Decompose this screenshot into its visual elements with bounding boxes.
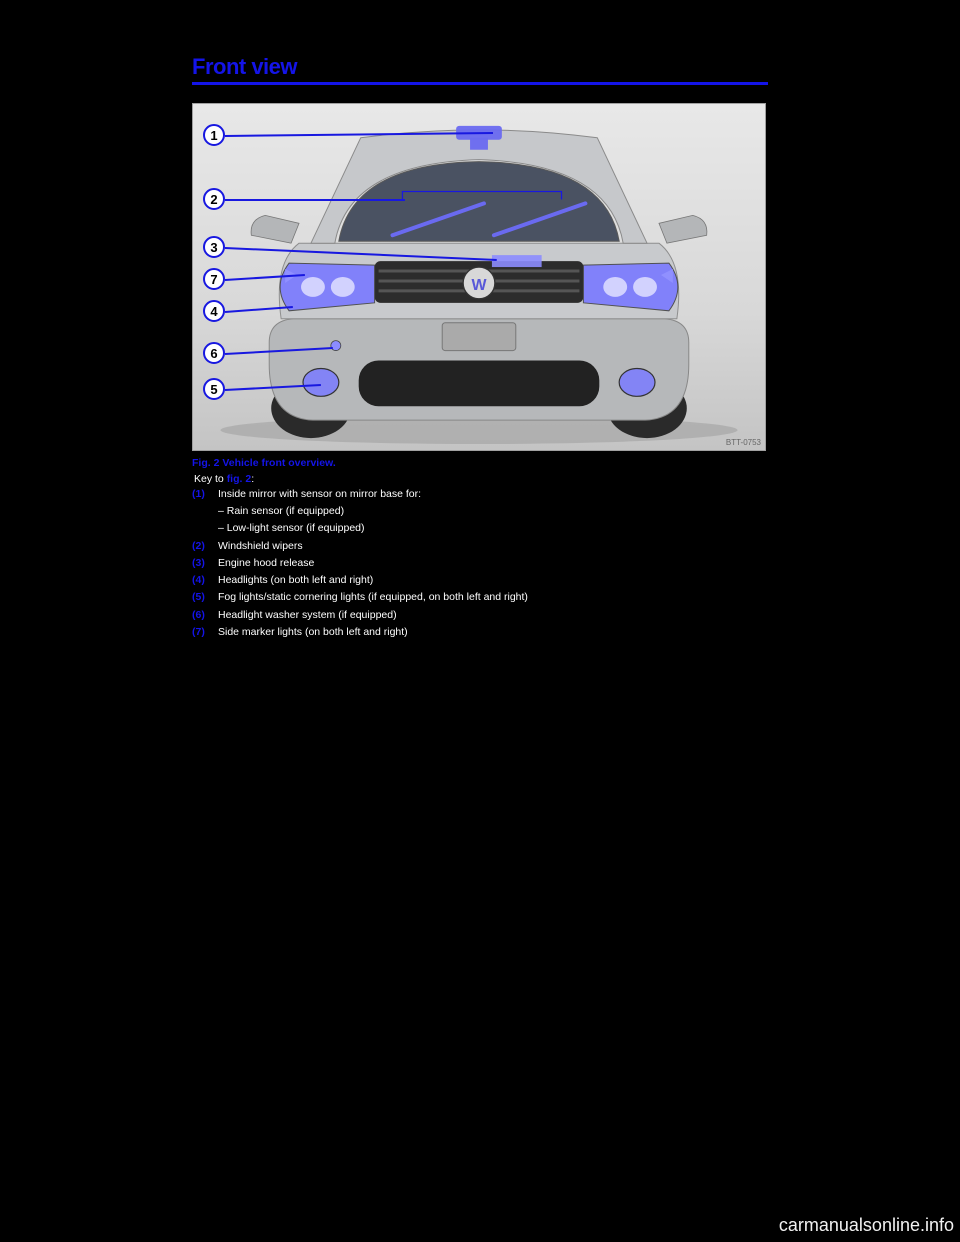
legend-item-text: Fog lights/static cornering lights (if e… — [218, 590, 528, 605]
legend-item-num: (3) — [192, 556, 218, 571]
legend-item: – Low-light sensor (if equipped) — [192, 521, 768, 536]
key-intro: Key to fig. 2: — [194, 473, 768, 485]
legend-item-text: – Low-light sensor (if equipped) — [218, 521, 365, 536]
page-title: Front view — [192, 54, 768, 80]
legend-item-text: – Rain sensor (if equipped) — [218, 504, 344, 519]
figure-caption: Fig. 2 Vehicle front overview. — [192, 457, 768, 469]
legend-item-text: Headlight washer system (if equipped) — [218, 608, 397, 623]
legend-item-num — [192, 504, 218, 519]
manual-page: Front view — [192, 54, 768, 640]
key-intro-pre: Key to — [194, 473, 227, 485]
legend-item: (4)Headlights (on both left and right) — [192, 573, 768, 588]
legend-item-num: (1) — [192, 487, 218, 502]
title-underline — [192, 82, 768, 85]
legend-list: (1)Inside mirror with sensor on mirror b… — [192, 487, 768, 640]
legend-item: (3)Engine hood release — [192, 556, 768, 571]
callout-3: 3 — [203, 236, 225, 258]
svg-text:W: W — [472, 277, 487, 294]
callout-4: 4 — [203, 300, 225, 322]
legend-item-num — [192, 521, 218, 536]
legend-item: (6)Headlight washer system (if equipped) — [192, 608, 768, 623]
legend-item-num: (2) — [192, 539, 218, 554]
legend-item-num: (4) — [192, 573, 218, 588]
legend-item-text: Engine hood release — [218, 556, 314, 571]
callout-7: 7 — [203, 268, 225, 290]
legend-item: (7)Side marker lights (on both left and … — [192, 625, 768, 640]
callout-5: 5 — [203, 378, 225, 400]
callout-2: 2 — [203, 188, 225, 210]
figure-code: BTT-0753 — [726, 438, 761, 447]
callout-1: 1 — [203, 124, 225, 146]
legend-item: (1)Inside mirror with sensor on mirror b… — [192, 487, 768, 502]
legend-item: (2)Windshield wipers — [192, 539, 768, 554]
legend-item-text: Windshield wipers — [218, 539, 303, 554]
legend-item-text: Headlights (on both left and right) — [218, 573, 373, 588]
legend-item: (5)Fog lights/static cornering lights (i… — [192, 590, 768, 605]
legend-item: – Rain sensor (if equipped) — [192, 504, 768, 519]
key-intro-post: : — [251, 473, 254, 485]
watermark: carmanualsonline.info — [779, 1215, 954, 1236]
figure-2: W — [192, 103, 766, 451]
legend-item-num: (6) — [192, 608, 218, 623]
legend-item-num: (7) — [192, 625, 218, 640]
key-intro-link[interactable]: fig. 2 — [227, 473, 252, 485]
legend-item-text: Inside mirror with sensor on mirror base… — [218, 487, 421, 502]
legend-item-text: Side marker lights (on both left and rig… — [218, 625, 408, 640]
callout-6: 6 — [203, 342, 225, 364]
callout-line — [225, 199, 405, 201]
legend-item-num: (5) — [192, 590, 218, 605]
